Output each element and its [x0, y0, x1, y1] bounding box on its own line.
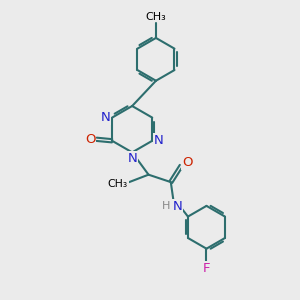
Text: N: N — [127, 152, 137, 165]
Text: H: H — [162, 202, 170, 212]
Text: CH₃: CH₃ — [146, 11, 166, 22]
Text: N: N — [101, 111, 110, 124]
Text: N: N — [172, 200, 182, 213]
Text: F: F — [203, 262, 210, 275]
Text: CH₃: CH₃ — [108, 178, 128, 189]
Text: O: O — [182, 156, 192, 169]
Text: O: O — [85, 133, 95, 146]
Text: N: N — [154, 134, 164, 147]
